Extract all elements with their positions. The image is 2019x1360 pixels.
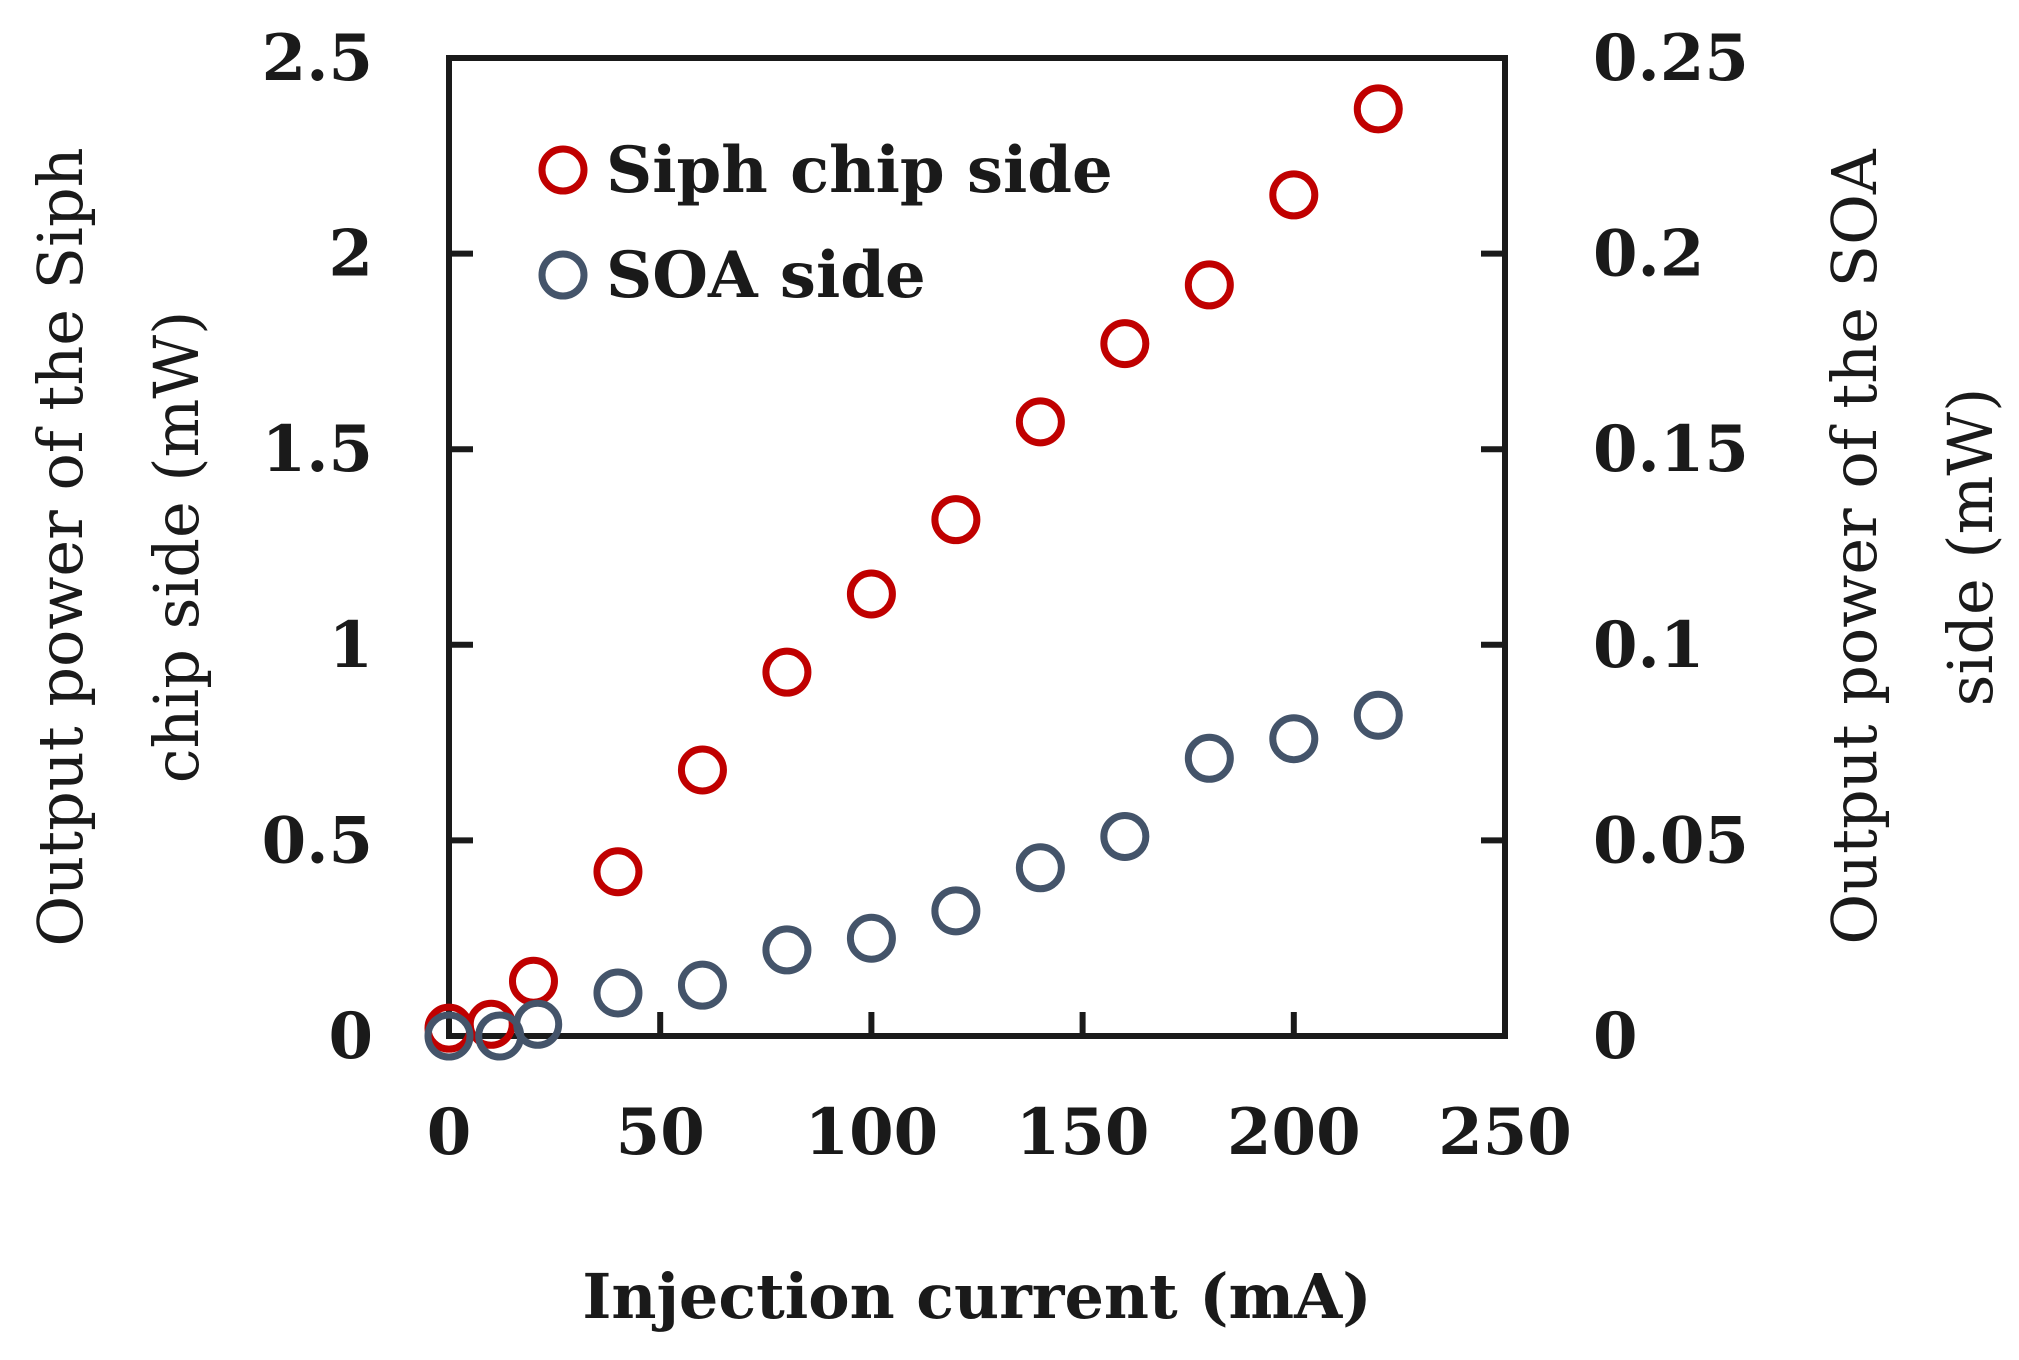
y-left-tick-label: 1 bbox=[328, 608, 373, 683]
data-point-siph bbox=[1269, 170, 1319, 220]
y-axis-right-title-line-1: Output power of the SOA bbox=[1818, 148, 1891, 945]
data-point-soa bbox=[1015, 843, 1065, 893]
data-point-siph bbox=[1353, 84, 1403, 134]
y-axis-left-title-line-2: chip side (mW) bbox=[140, 311, 213, 784]
data-point-soa bbox=[677, 960, 727, 1010]
y-right-tick-label: 0.15 bbox=[1593, 412, 1749, 487]
y-axis-right-title: Output power of the SOA side (mW) bbox=[1818, 148, 2007, 945]
data-point-soa bbox=[1100, 811, 1150, 861]
data-points bbox=[424, 84, 1403, 1061]
data-point-soa bbox=[1353, 690, 1403, 740]
y-axis-left-title-line-1: Output power of the Siph bbox=[24, 147, 97, 946]
data-point-soa bbox=[593, 968, 643, 1018]
x-tick-label: 250 bbox=[1438, 1095, 1572, 1170]
y-left-tick-label: 0 bbox=[328, 999, 373, 1074]
y-axis-left-title: Output power of the Siph chip side (mW) bbox=[24, 147, 213, 946]
y-left-tick-label: 2 bbox=[328, 217, 373, 292]
y-right-tick-label: 0 bbox=[1593, 999, 1638, 1074]
tick-labels: 0 50 100 150 200 250 0 0.5 1 1.5 2 2.5 0 0.05 0.1 0.15 0… bbox=[262, 21, 1749, 1170]
x-axis-title: Injection current (mA) bbox=[582, 1260, 1371, 1333]
x-tick-label: 0 bbox=[427, 1095, 472, 1170]
x-tick-label: 100 bbox=[805, 1095, 939, 1170]
legend: Siph chip side SOA side bbox=[538, 133, 1113, 313]
y-right-tick-label: 0.25 bbox=[1593, 21, 1749, 96]
plot-frame bbox=[446, 55, 1508, 1039]
data-point-siph bbox=[931, 495, 981, 545]
data-point-siph bbox=[677, 745, 727, 795]
data-point-soa bbox=[424, 1011, 474, 1061]
y-right-tick-label: 0.1 bbox=[1593, 608, 1704, 683]
x-tick-label: 50 bbox=[616, 1095, 705, 1170]
y-left-tick-label: 1.5 bbox=[262, 412, 373, 487]
data-point-siph bbox=[846, 569, 896, 619]
data-point-soa bbox=[931, 886, 981, 936]
y-right-tick-label: 0.05 bbox=[1593, 803, 1749, 878]
data-point-siph bbox=[762, 647, 812, 697]
x-tick-label: 150 bbox=[1016, 1095, 1150, 1170]
data-point-siph bbox=[1015, 397, 1065, 447]
data-point-soa bbox=[513, 999, 563, 1049]
y-right-tick-label: 0.2 bbox=[1593, 217, 1704, 292]
data-point-soa bbox=[762, 925, 812, 975]
y-left-tick-label: 2.5 bbox=[262, 21, 373, 96]
legend-label-siph: Siph chip side bbox=[606, 133, 1113, 208]
data-point-soa bbox=[846, 913, 896, 963]
legend-marker-siph bbox=[538, 145, 588, 195]
legend-label-soa: SOA side bbox=[606, 238, 926, 313]
y-axis-right-title-line-2: side (mW) bbox=[1934, 388, 2007, 707]
legend-marker-soa bbox=[538, 250, 588, 300]
data-point-soa bbox=[1184, 733, 1234, 783]
data-point-siph bbox=[593, 847, 643, 897]
y-left-tick-label: 0.5 bbox=[262, 803, 373, 878]
data-point-siph bbox=[1184, 260, 1234, 310]
x-tick-label: 200 bbox=[1227, 1095, 1361, 1170]
data-point-siph bbox=[1100, 319, 1150, 369]
data-point-soa bbox=[1269, 714, 1319, 764]
